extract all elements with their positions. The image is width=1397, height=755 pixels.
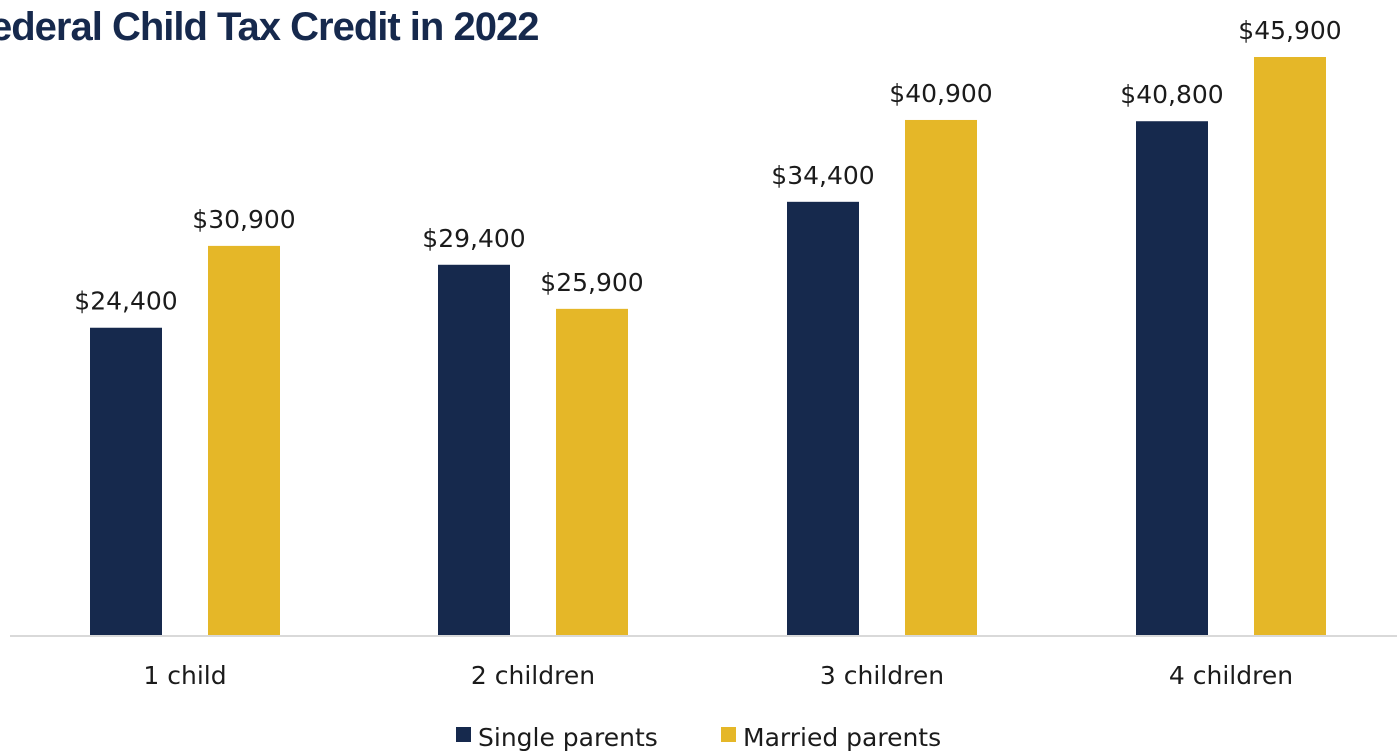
value-labels-layer: $24,400 $30,900 $29,400 $25,900 $34,400 $40,9… (74, 16, 1341, 316)
value-label-married-2: $25,900 (540, 268, 643, 297)
bar-single-4 (1136, 121, 1208, 635)
legend-swatch-single (456, 727, 471, 742)
value-label-married-4: $45,900 (1238, 16, 1341, 45)
x-tick-label-1: 1 child (143, 661, 226, 690)
value-label-single-3: $34,400 (771, 161, 874, 190)
bar-single-1 (90, 327, 162, 635)
legend-swatch-married (721, 727, 736, 742)
value-label-married-3: $40,900 (889, 79, 992, 108)
bars-layer (90, 57, 1326, 636)
value-label-single-2: $29,400 (422, 224, 525, 253)
value-label-single-1: $24,400 (74, 287, 177, 316)
bar-single-3 (787, 201, 859, 635)
bar-married-3 (905, 119, 977, 636)
x-tick-label-3: 3 children (820, 661, 944, 690)
legend: Single parents Married parents (456, 723, 941, 752)
bar-single-2 (438, 264, 510, 635)
legend-label-single: Single parents (478, 723, 658, 752)
value-label-single-4: $40,800 (1120, 80, 1223, 109)
bar-married-2 (556, 308, 628, 635)
bar-married-4 (1254, 57, 1326, 635)
x-tick-label-2: 2 children (471, 661, 595, 690)
value-label-married-1: $30,900 (192, 205, 295, 234)
x-tick-label-4: 4 children (1169, 661, 1293, 690)
x-tick-labels-layer: 1 child 2 children 3 children 4 children (143, 661, 1293, 690)
legend-label-married: Married parents (743, 723, 941, 752)
chart-title-text: ederal Child Tax Credit in 2022 (0, 5, 539, 49)
bar-married-1 (208, 245, 280, 635)
